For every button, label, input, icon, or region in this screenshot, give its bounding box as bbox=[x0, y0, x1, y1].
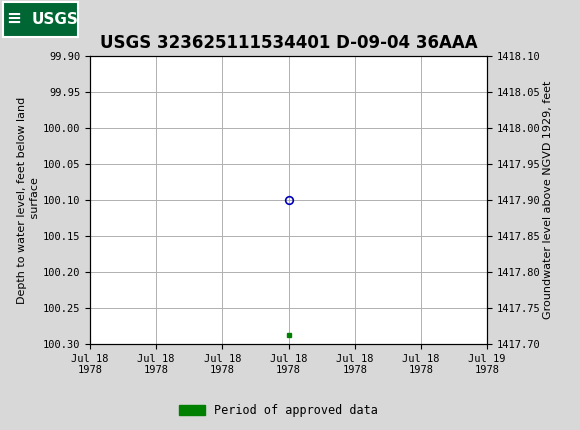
Text: USGS: USGS bbox=[32, 12, 79, 27]
Y-axis label: Depth to water level, feet below land
 surface: Depth to water level, feet below land su… bbox=[17, 96, 40, 304]
Legend: Period of approved data: Period of approved data bbox=[174, 399, 383, 422]
FancyBboxPatch shape bbox=[3, 2, 78, 37]
Y-axis label: Groundwater level above NGVD 1929, feet: Groundwater level above NGVD 1929, feet bbox=[543, 81, 553, 319]
Title: USGS 323625111534401 D-09-04 36AAA: USGS 323625111534401 D-09-04 36AAA bbox=[100, 34, 477, 52]
Text: ≡: ≡ bbox=[6, 10, 21, 28]
